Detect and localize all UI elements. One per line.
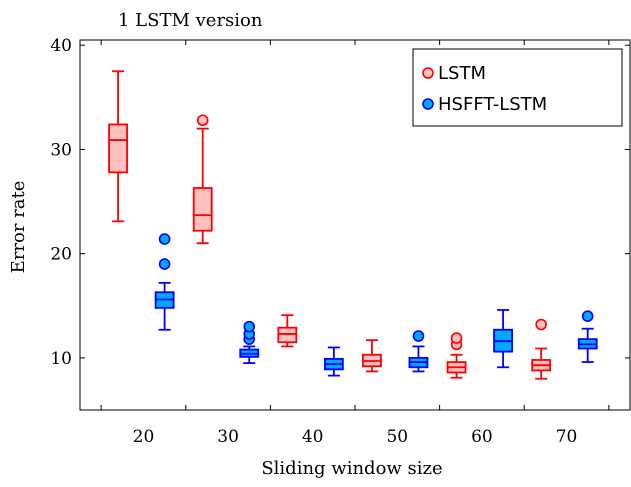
box-70 xyxy=(531,318,552,380)
outlier-point xyxy=(158,233,171,245)
box-30 xyxy=(239,320,260,364)
y-tick-label: 20 xyxy=(50,245,72,265)
box-20 xyxy=(154,233,175,331)
x-tick-label: 70 xyxy=(556,427,578,447)
outlier-point xyxy=(243,320,256,333)
legend-marker xyxy=(422,98,434,110)
box-40 xyxy=(277,314,298,348)
box-30 xyxy=(192,114,213,245)
box-50 xyxy=(362,339,382,373)
chart-marks xyxy=(108,70,598,380)
outlier-point xyxy=(412,330,425,342)
box-body xyxy=(108,123,128,174)
series-hsfft-lstm xyxy=(154,233,598,377)
plot-area: 10 20 30 40 20 30 40 50 60 70 xyxy=(50,36,631,447)
legend-box xyxy=(412,48,623,127)
x-tick-label: 20 xyxy=(133,427,155,447)
outlier-point xyxy=(535,318,547,331)
y-axis-title: Error rate xyxy=(8,181,29,274)
box-40 xyxy=(323,346,344,377)
box-body xyxy=(192,187,213,232)
y-tick-label: 10 xyxy=(50,349,72,369)
legend: LSTM HSFFT-LSTM xyxy=(412,48,623,127)
box-20 xyxy=(108,70,128,223)
box-50 xyxy=(408,330,429,373)
box-60 xyxy=(446,332,467,379)
outlier-point xyxy=(450,332,463,344)
y-tick-label: 30 xyxy=(50,140,72,160)
box-70 xyxy=(577,310,598,363)
box-body xyxy=(277,326,298,344)
x-tick-label: 60 xyxy=(471,427,493,447)
x-tick-label: 50 xyxy=(386,427,408,447)
outlier-point xyxy=(158,258,171,270)
legend-marker xyxy=(422,67,434,79)
x-tick-label: 40 xyxy=(302,427,324,447)
legend-label: HSFFT-LSTM xyxy=(438,94,547,115)
legend-label: LSTM xyxy=(438,63,486,84)
box-60 xyxy=(493,309,513,369)
x-tick-label: 30 xyxy=(217,427,239,447)
y-tick-label: 40 xyxy=(50,36,72,56)
x-axis-title: Sliding window size xyxy=(261,458,442,479)
outlier-point xyxy=(581,310,594,322)
chart-title: 1 LSTM version xyxy=(118,10,263,31)
outlier-point xyxy=(196,114,209,127)
series-lstm xyxy=(108,70,552,380)
